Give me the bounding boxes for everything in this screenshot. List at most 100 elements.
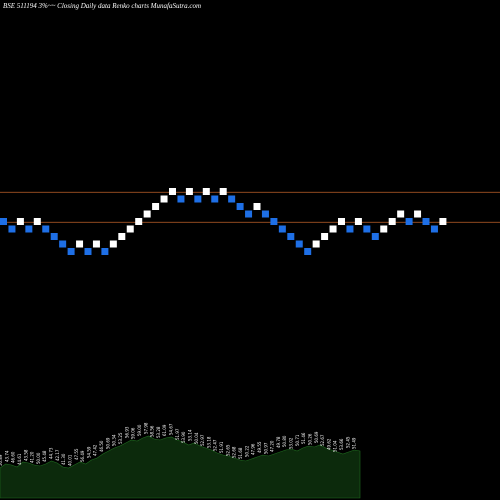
up-brick-17 [135, 218, 143, 225]
volume-label-1: 50.89 [0, 454, 3, 466]
volume-label-57: 51.49 [352, 437, 357, 449]
down-brick-28 [228, 195, 236, 203]
volume-label-37: 52.65 [225, 444, 230, 456]
volume-label-48: 50.71 [295, 434, 300, 446]
renko-bricks [0, 188, 447, 255]
up-brick-20 [160, 195, 168, 203]
down-brick-34 [278, 225, 286, 233]
down-brick-6 [42, 225, 50, 233]
up-brick-10 [76, 240, 84, 248]
volume-label-56: 52.45 [345, 436, 350, 448]
down-brick-32 [261, 210, 269, 218]
down-brick-1 [0, 218, 7, 225]
volume-label-54: 51.04 [333, 440, 338, 452]
volume-label-11: 41.30 [61, 453, 66, 465]
volume-label-30: 53.90 [181, 431, 186, 443]
volume-label-20: 53.25 [118, 432, 123, 444]
volume-label-31: 53.14 [187, 429, 192, 441]
volume-label-27: 61.09 [162, 424, 167, 436]
volume-label-17: 46.50 [99, 440, 104, 452]
volume-label-14: 56.49 [80, 450, 85, 462]
volume-label-3: 46.60 [11, 451, 16, 463]
up-brick-38 [312, 240, 320, 248]
up-brick-18 [143, 210, 151, 218]
volume-label-16: 47.42 [93, 444, 98, 456]
down-brick-8 [59, 240, 67, 248]
up-brick-3 [16, 218, 24, 225]
volume-label-40: 50.22 [244, 445, 249, 457]
down-brick-45 [371, 233, 379, 240]
down-brick-2 [8, 225, 16, 233]
volume-label-39: 51.68 [238, 447, 243, 459]
volume-label-26: 53.28 [156, 426, 161, 438]
up-brick-43 [354, 218, 362, 225]
volume-label-18: 50.69 [105, 437, 110, 449]
up-brick-40 [329, 225, 337, 233]
volume-label-33: 52.97 [200, 434, 205, 446]
down-brick-4 [25, 225, 33, 233]
volume-label-29: 51.97 [175, 428, 180, 440]
volume-label-19: 50.34 [112, 434, 117, 446]
volume-label-10: 42.17 [55, 449, 60, 461]
down-brick-13 [101, 248, 109, 255]
down-brick-44 [363, 225, 371, 233]
volume-label-15: 54.59 [86, 446, 91, 458]
down-brick-36 [295, 240, 303, 248]
down-brick-49 [405, 218, 413, 225]
volume-label-7: 50.00 [36, 452, 41, 464]
volume-label-22: 59.06 [131, 427, 136, 439]
down-brick-22 [177, 195, 185, 203]
up-brick-14 [109, 240, 117, 248]
up-brick-16 [126, 225, 134, 233]
down-brick-30 [245, 210, 253, 218]
down-brick-29 [236, 203, 244, 210]
up-brick-31 [253, 203, 261, 210]
up-brick-50 [414, 210, 422, 218]
volume-label-41: 47.96 [251, 443, 256, 455]
down-brick-35 [287, 233, 295, 240]
volume-area [0, 435, 361, 499]
volume-label-55: 53.66 [339, 438, 344, 450]
volume-label-8: 45.48 [42, 450, 47, 462]
volume-label-44: 47.20 [270, 440, 275, 452]
up-brick-21 [169, 188, 176, 195]
volume-label-25: 58.56 [150, 425, 155, 437]
volume-label-36: 51.91 [219, 441, 224, 453]
volume-label-28: 54.67 [169, 423, 174, 435]
down-brick-7 [50, 233, 58, 240]
volume-label-46: 50.80 [282, 435, 287, 447]
up-brick-46 [380, 225, 388, 233]
up-brick-48 [397, 210, 405, 218]
volume-label-6: 41.20 [30, 451, 35, 463]
up-brick-25 [202, 188, 210, 195]
volume-label-42: 49.55 [257, 441, 262, 453]
up-brick-12 [92, 240, 100, 248]
volume-panel: 50.89 43.74 46.60 44.61 43.58 41.20 50.00 45.48… [0, 422, 361, 499]
up-brick-19 [152, 203, 160, 210]
down-brick-33 [270, 218, 278, 225]
volume-label-50: 50.26 [307, 433, 312, 445]
up-brick-15 [118, 233, 126, 240]
reference-lines [0, 191, 500, 223]
volume-label-2: 43.74 [4, 450, 9, 462]
volume-label-9: 44.73 [49, 447, 54, 459]
up-brick-5 [33, 218, 41, 225]
down-brick-51 [422, 218, 430, 225]
volume-label-21: 56.93 [124, 426, 129, 438]
volume-label-23: 59.00 [137, 424, 142, 436]
volume-label-13: 47.55 [74, 448, 79, 460]
down-brick-52 [430, 225, 438, 233]
down-brick-11 [84, 248, 92, 255]
down-brick-24 [194, 195, 202, 203]
volume-label-43: 50.97 [263, 442, 268, 454]
down-brick-42 [346, 225, 354, 233]
volume-label-45: 49.78 [276, 436, 281, 448]
volume-label-51: 50.69 [314, 431, 319, 443]
volume-label-53: 49.62 [326, 438, 331, 450]
volume-label-49: 51.46 [301, 432, 306, 444]
down-brick-9 [67, 248, 75, 255]
volume-label-35: 52.47 [213, 439, 218, 451]
up-brick-27 [219, 188, 227, 195]
